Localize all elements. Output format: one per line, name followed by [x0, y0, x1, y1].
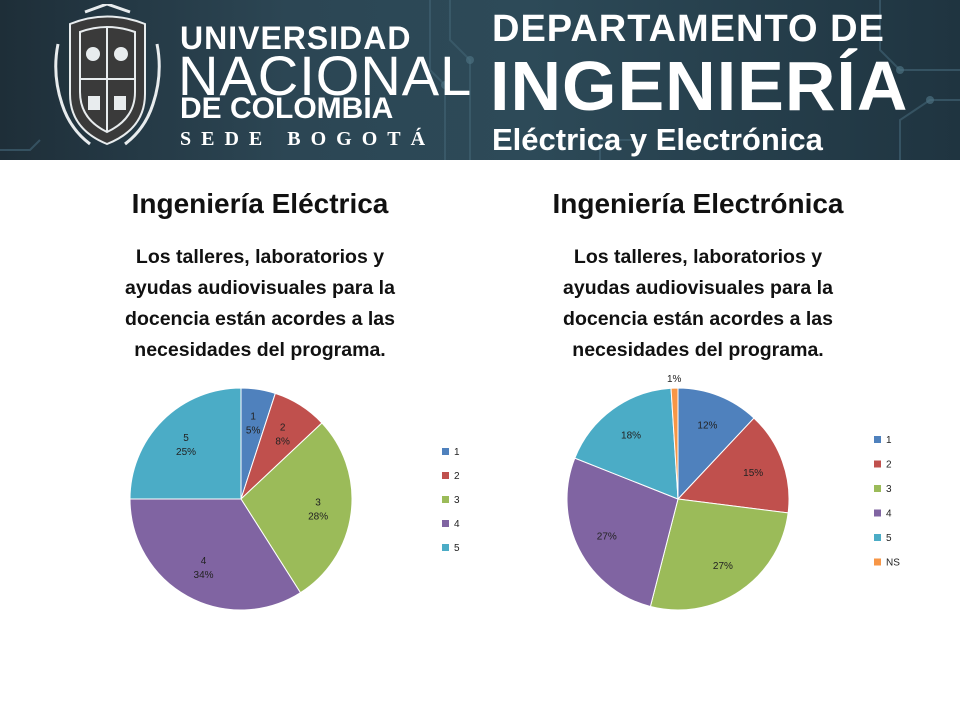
right-pie-legend-swatch	[874, 485, 881, 492]
right-pie-slice-2	[676, 417, 790, 514]
left-pie-legend-swatch	[442, 496, 449, 503]
left-pie-slice-category-label: 5	[183, 433, 189, 444]
circuit-pattern	[0, 0, 960, 160]
university-campus: SEDE BOGOTÁ	[180, 128, 436, 150]
left-pie-slice-percent-label: 28%	[308, 512, 328, 523]
right-pie-legend-label: 1	[886, 435, 892, 446]
university-shield-logo	[54, 4, 161, 146]
right-pie-slice-4	[566, 457, 679, 608]
left-pie-legend-label: 1	[454, 447, 460, 458]
left-pie-slice-3	[240, 422, 353, 594]
left-pie-legend-swatch	[442, 520, 449, 527]
left-pie-legend-swatch	[442, 472, 449, 479]
right-pie-legend-swatch	[874, 558, 881, 566]
left-pie-legend-label: 2	[454, 471, 460, 482]
right-pie-legend-label: 5	[886, 533, 892, 544]
left-pie-legend-label: 4	[454, 519, 460, 530]
department-line1: DEPARTAMENTO DE	[492, 8, 885, 50]
department-line3: Eléctrica y Electrónica	[492, 122, 823, 157]
left-pie-slice-percent-label: 5%	[246, 425, 261, 436]
right-pie-slice-1	[677, 387, 755, 501]
left-pie-legend-label: 5	[454, 543, 460, 554]
left-pie-slice-5	[129, 387, 242, 500]
right-pie-legend-swatch	[874, 436, 881, 443]
right-pie-slice-percent-label: 27%	[597, 531, 617, 542]
right-pie-legend-label: 4	[886, 509, 892, 520]
left-pie-legend-swatch	[442, 448, 449, 455]
left-pie-slice-percent-label: 34%	[194, 570, 214, 581]
right-pie-chart: 12% 15% 27% 27% 18% 1% 1 2 3 4 5 NS	[566, 374, 900, 611]
left-chart-subtitle: Los talleres, laboratorios y ayudas audi…	[125, 246, 395, 361]
right-chart-subtitle: Los talleres, laboratorios y ayudas audi…	[563, 246, 833, 361]
university-name-line3: DE COLOMBIA	[180, 92, 394, 125]
right-pie-legend-swatch	[874, 534, 881, 541]
left-chart-title: Ingeniería Eléctrica	[131, 188, 389, 219]
right-pie-slice-percent-label: 15%	[743, 468, 763, 479]
right-pie-legend-swatch	[874, 509, 881, 517]
department-line2: INGENIERÍA	[490, 47, 909, 125]
left-pie-slice-category-label: 3	[315, 498, 321, 509]
right-pie-slice-percent-label: 1%	[667, 374, 682, 385]
university-name-line1: UNIVERSIDAD	[180, 20, 412, 56]
left-pie-legend-label: 3	[454, 495, 460, 506]
left-pie-slice-category-label: 2	[280, 422, 286, 433]
left-pie-slice-4	[129, 498, 302, 611]
header-banner: UNIVERSIDAD NACIONAL DE COLOMBIA SEDE BO…	[0, 0, 960, 160]
left-pie-slice-category-label: 4	[201, 556, 207, 567]
right-pie-slice-3	[649, 498, 789, 611]
right-pie-slice-percent-label: 27%	[713, 561, 733, 572]
right-pie-legend-label: 3	[886, 484, 892, 495]
right-chart-title: Ingeniería Electrónica	[552, 188, 844, 219]
left-pie-slice-category-label: 1	[250, 411, 256, 422]
right-pie-slice-5	[574, 387, 679, 500]
right-pie-slice-percent-label: 18%	[621, 430, 641, 441]
right-pie-legend-label: 2	[886, 460, 892, 471]
right-pie-slice-NS	[670, 387, 679, 500]
left-pie-slice-percent-label: 8%	[275, 436, 290, 447]
right-pie-legend-swatch	[874, 460, 881, 468]
university-name-line2: NACIONAL	[178, 44, 473, 107]
left-pie-legend-swatch	[442, 544, 449, 551]
left-pie-slice-percent-label: 25%	[176, 447, 196, 458]
right-pie-legend-label: NS	[886, 558, 900, 569]
right-pie-slice-percent-label: 12%	[697, 421, 717, 432]
